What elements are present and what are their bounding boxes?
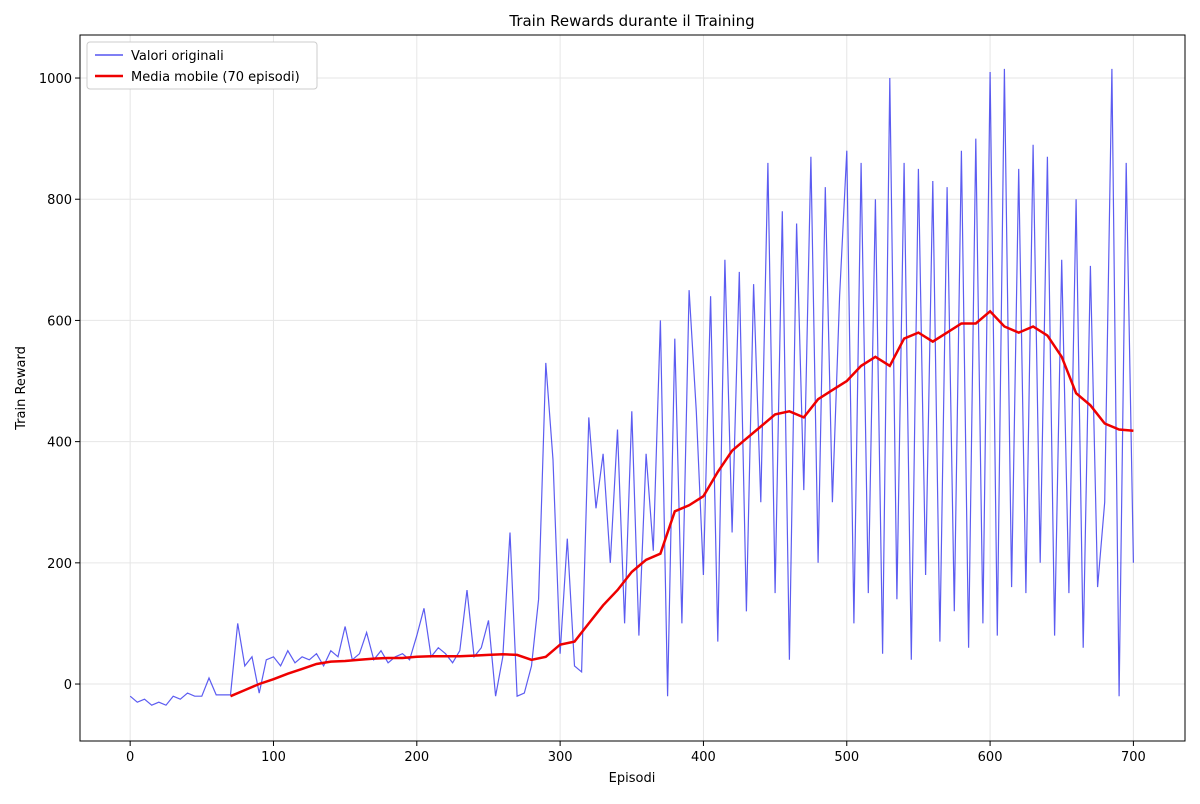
x-tick-label: 700	[1121, 750, 1146, 765]
y-tick-label: 200	[47, 557, 72, 572]
legend-label: Valori originali	[131, 49, 224, 64]
series-line	[129, 68, 1134, 706]
x-tick-label: 0	[126, 750, 134, 765]
legend-label: Media mobile (70 episodi)	[131, 70, 300, 85]
y-axis-label: Train Reward	[14, 346, 29, 431]
series-line	[230, 309, 1134, 698]
y-tick-label: 400	[47, 436, 72, 451]
x-tick-label: 500	[834, 750, 859, 765]
chart-title: Train Rewards durante il Training	[508, 12, 754, 30]
y-tick-label: 1000	[39, 72, 72, 87]
y-tick-label: 0	[64, 678, 72, 693]
plot-frame	[79, 34, 1186, 742]
x-tick-label: 200	[404, 750, 429, 765]
x-tick-label: 600	[978, 750, 1003, 765]
y-tick-label: 800	[47, 193, 72, 208]
y-tick-label: 600	[47, 314, 72, 329]
x-tick-label: 400	[691, 750, 716, 765]
x-tick-label: 300	[548, 750, 573, 765]
x-axis-label: Episodi	[609, 771, 656, 786]
x-tick-label: 100	[261, 750, 286, 765]
legend-box	[86, 41, 318, 90]
